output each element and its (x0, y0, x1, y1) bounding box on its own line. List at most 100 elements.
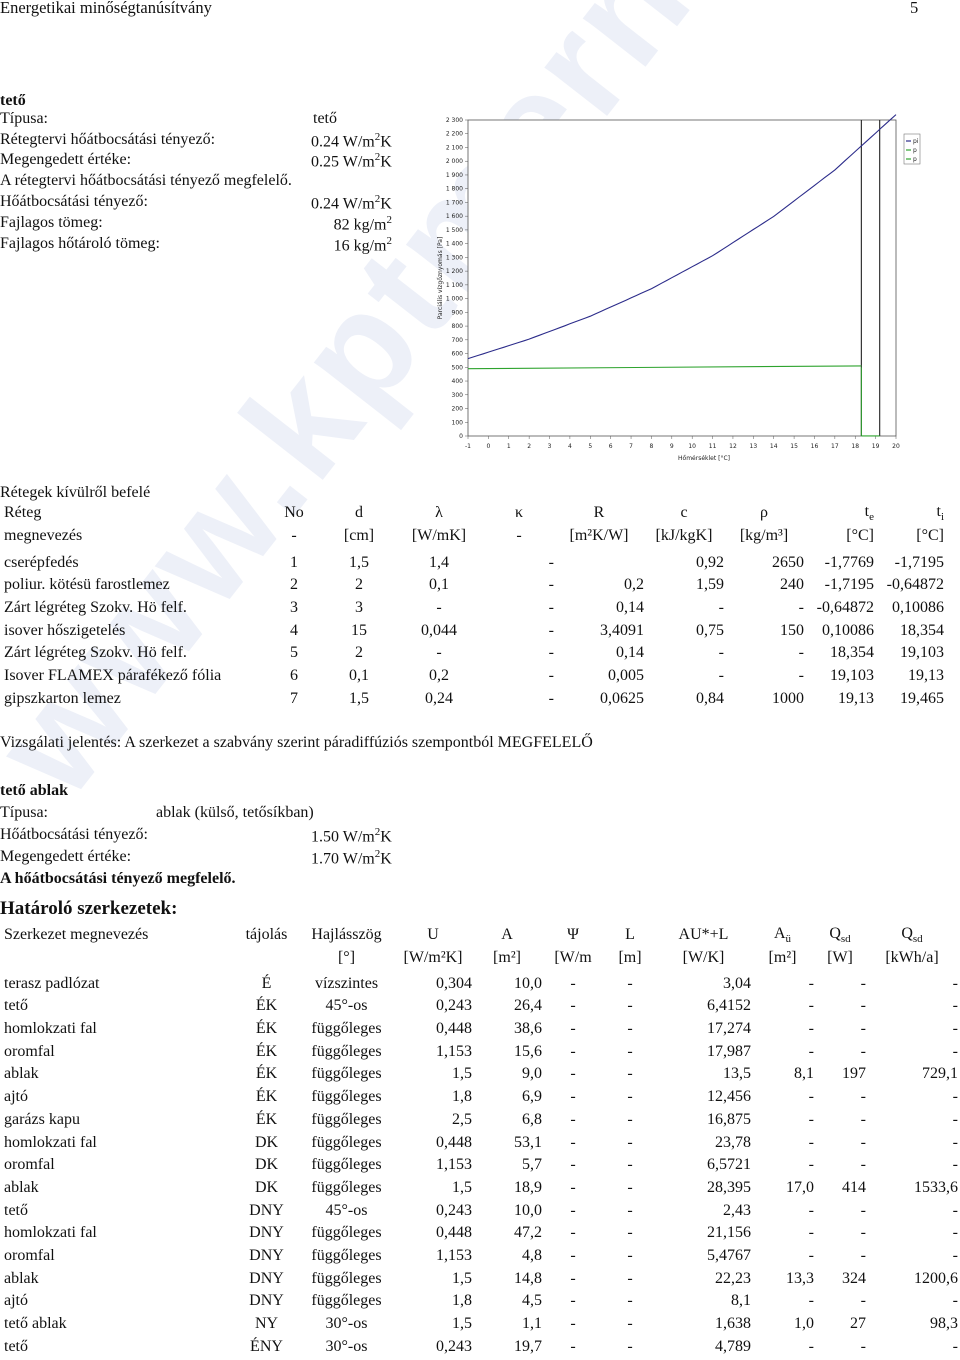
layers-unit-cell: [cm] (343, 527, 375, 545)
boundary-cell: 0,448 (436, 1020, 472, 1038)
boundary-cell: - (627, 1224, 633, 1242)
layer-cell: 1,59 (696, 576, 724, 594)
boundary-cell: ablak (4, 1065, 39, 1083)
roof-property-value: 0.25 W/m2K (311, 151, 392, 171)
legend-label: p (913, 147, 917, 154)
y-tick-label: 2 000 (446, 158, 463, 165)
boundary-cell: ÉK (255, 1020, 278, 1038)
boundary-cell: - (570, 1065, 576, 1083)
boundary-cell: függőleges (311, 1156, 382, 1174)
y-tick-label: 100 (452, 419, 464, 426)
layer-cell: 3 (290, 599, 298, 617)
window-statement: A hőátbocsátási tényező megfelelő. (0, 870, 236, 887)
boundary-row: oromfal DK függőleges 1,153 5,7 - - 6,5721 - - - (4, 1154, 958, 1177)
layer-cell: - (718, 599, 724, 617)
roof-property-value: 16 kg/m2 (333, 235, 392, 255)
layers-header-cell: te (864, 503, 874, 524)
y-tick-label: 1 700 (446, 199, 463, 206)
layer-cell: 19,103 (830, 667, 874, 685)
y-tick-label: 2 300 (446, 117, 463, 124)
boundary-unit-cell: [kWh/a] (885, 949, 939, 967)
layer-cell: gipszkarton lemez (4, 689, 121, 707)
layer-cell: 18,354 (900, 621, 944, 639)
layer-cell: 0,2 (429, 667, 449, 685)
layer-row: isover hőszigetelés 4 15 0,044 - 3,4091 0,75 15… (4, 619, 944, 642)
boundary-unit-cell: [m] (618, 949, 642, 967)
boundary-cell: 729,1 (922, 1065, 958, 1083)
boundary-cell: - (627, 1292, 633, 1310)
boundary-cell: ÉK (255, 1088, 278, 1106)
boundary-cell: - (808, 1201, 814, 1219)
layer-row: gipszkarton lemez 7 1,5 0,24 - 0,0625 0,84 1000… (4, 688, 944, 711)
y-tick-label: 800 (452, 323, 464, 330)
boundary-header-cell: A (501, 926, 513, 944)
diffusion-report: Vizsgálati jelentés: A szerkezet a szabv… (0, 734, 593, 751)
layer-cell: - (548, 689, 554, 707)
layers-unit-cell: - (516, 527, 522, 545)
boundary-cell: 4,5 (522, 1292, 542, 1310)
boundary-cell: ÉK (255, 1110, 278, 1128)
layer-cell: 2 (290, 576, 298, 594)
boundary-cell: 26,4 (514, 997, 542, 1015)
layer-cell: 0,1 (429, 576, 449, 594)
layer-cell: 1,4 (429, 553, 449, 571)
boundary-cell: 1,5 (452, 1315, 472, 1333)
layer-cell: 0,044 (421, 621, 457, 639)
x-tick-label: 12 (729, 443, 737, 450)
y-tick-label: 1 400 (446, 241, 463, 248)
layers-header-cell: λ (435, 504, 443, 522)
boundary-cell: DNY (249, 1292, 284, 1310)
boundary-cell: 19,7 (514, 1337, 542, 1355)
layer-cell: 0,14 (616, 644, 644, 662)
boundary-cell: 18,9 (514, 1178, 542, 1196)
roof-property-label: Megengedett értéke: (0, 151, 132, 168)
boundary-cell: függőleges (311, 1292, 382, 1310)
boundary-cell: ajtó (4, 1088, 28, 1106)
boundary-cell: - (570, 1110, 576, 1128)
boundary-header-cell: Szerkezet megnevezés (4, 926, 149, 944)
boundary-header-cell: Aü (773, 925, 792, 946)
x-tick-label: 14 (770, 443, 778, 450)
boundary-cell: 0,448 (436, 1133, 472, 1151)
layer-cell: 1,5 (349, 553, 369, 571)
x-tick-label: 15 (790, 443, 798, 450)
layer-cell: 0,1 (349, 667, 369, 685)
layer-cell: -1,7769 (824, 553, 874, 571)
boundary-row: ajtó DNY függőleges 1,8 4,5 - - 8,1 - - - (4, 1290, 958, 1313)
boundary-cell: 5,7 (522, 1156, 542, 1174)
boundary-row: homlokzati fal DK függőleges 0,448 53,1 - - 23,… (4, 1131, 958, 1154)
layer-cell: 0,84 (696, 689, 724, 707)
layer-cell: 0,24 (425, 689, 453, 707)
layers-header-cell: Réteg (4, 504, 42, 522)
boundary-cell: 17,0 (786, 1178, 814, 1196)
boundary-cell: 30°-os (325, 1337, 368, 1355)
layer-cell: 150 (780, 621, 804, 639)
x-tick-label: 20 (892, 443, 900, 450)
roof-property-label: Rétegtervi hőátbocsátási tényező: (0, 131, 216, 148)
layer-cell: - (548, 621, 554, 639)
layer-cell: Zárt légréteg Szokv. Hö felf. (4, 599, 187, 617)
boundary-header-cell: Hajlásszög (311, 926, 382, 944)
boundary-cell: - (627, 1065, 633, 1083)
boundary-cell: - (860, 997, 866, 1015)
boundary-cell: DNY (249, 1224, 284, 1242)
layers-unit-row: megnevezés - [cm] [W/mK] - [m²K/W] [kJ/kgK] [kg… (4, 525, 944, 548)
boundary-cell: - (952, 974, 958, 992)
boundary-cell: 1533,6 (914, 1178, 958, 1196)
boundary-cell: 6,9 (522, 1088, 542, 1106)
layer-cell: 7 (290, 689, 298, 707)
boundary-cell: 45°-os (325, 997, 368, 1015)
boundary-cell: tető (4, 997, 28, 1015)
boundary-cell: - (860, 1337, 866, 1355)
boundary-header-cell: tájolás (245, 926, 288, 944)
boundary-cell: - (570, 1292, 576, 1310)
x-tick-label: 0 (486, 443, 490, 450)
window-limit-value: 1.70 W/m2K (311, 848, 392, 868)
boundary-row: ablak DK függőleges 1,5 18,9 - - 28,395 17,0 414 1… (4, 1177, 958, 1200)
layer-cell: - (718, 667, 724, 685)
boundary-cell: függőleges (311, 1246, 382, 1264)
boundary-cell: függőleges (311, 1020, 382, 1038)
boundary-cell: ajtó (4, 1292, 28, 1310)
